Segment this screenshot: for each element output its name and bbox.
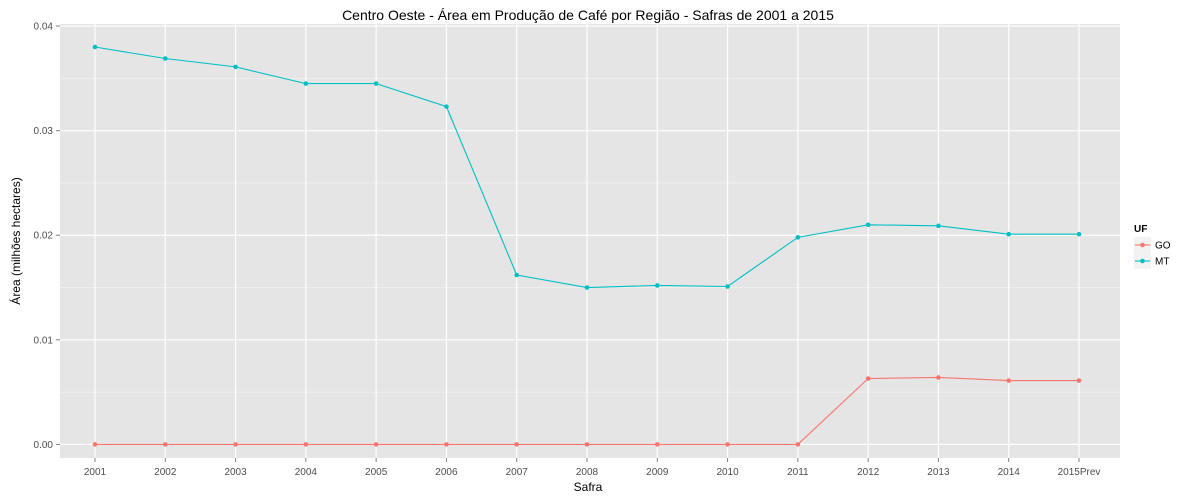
legend: UF GO MT: [1134, 224, 1171, 269]
major-gridlines: [60, 24, 1120, 458]
data-point-mt: [1076, 231, 1082, 237]
x-tick-label: 2001: [84, 467, 107, 478]
y-tick-label: 0.02: [34, 231, 54, 242]
x-tick-label: 2004: [295, 467, 318, 478]
data-point-mt: [725, 284, 730, 289]
plot-panel: [60, 24, 1120, 458]
minor-gridlines: [60, 77, 1120, 393]
data-point-mt: [444, 104, 449, 109]
data-point-go: [795, 442, 801, 447]
data-point-mt: [373, 81, 379, 86]
x-tick-label: 2010: [716, 467, 739, 478]
x-tick-label: 2006: [435, 467, 458, 478]
series-layer: [92, 44, 1082, 447]
data-point-mt: [865, 222, 871, 228]
y-tick-label: 0.01: [34, 335, 54, 346]
data-point-go: [444, 442, 449, 447]
data-point-mt: [584, 285, 590, 290]
x-tick-label: 2011: [787, 467, 809, 478]
x-tick-label: 2009: [646, 467, 669, 478]
data-point-mt: [795, 235, 801, 240]
x-tick-label: 2014: [998, 467, 1021, 478]
x-axis: 2001 2002 2003 2004 2005 2006 2007 2008 2009 2010…: [84, 458, 1101, 478]
data-point-mt: [654, 283, 660, 288]
legend-title: UF: [1134, 224, 1147, 235]
x-tick-label: 2007: [506, 467, 529, 478]
x-tick-label: 2013: [927, 467, 950, 478]
x-tick-label: 2015Prev: [1058, 467, 1101, 478]
y-tick-label: 0.03: [34, 126, 54, 137]
data-point-go: [233, 442, 238, 447]
x-tick-label: 2003: [224, 467, 247, 478]
data-point-go: [373, 442, 379, 447]
y-axis: 0.00 0.01 0.02 0.03 0.04: [34, 22, 60, 451]
data-point-go: [725, 442, 730, 447]
data-point-mt: [303, 81, 309, 86]
y-tick-label: 0.04: [34, 22, 54, 33]
data-point-go: [162, 442, 168, 447]
legend-key-point-mt: [1140, 258, 1145, 264]
data-point-mt: [92, 44, 98, 50]
legend-items: GO MT: [1134, 237, 1171, 269]
data-point-go: [514, 442, 520, 447]
data-point-go: [1006, 378, 1012, 383]
data-point-mt: [1006, 231, 1012, 237]
data-point-go: [936, 375, 941, 380]
data-point-mt: [233, 64, 238, 70]
x-tick-label: 2012: [857, 467, 880, 478]
legend-label-mt: MT: [1155, 257, 1169, 268]
chart-title: Centro Oeste - Área em Produção de Café …: [342, 7, 834, 23]
y-tick-label: 0.00: [34, 440, 54, 451]
data-point-mt: [162, 56, 168, 61]
data-point-go: [865, 376, 871, 381]
x-tick-label: 2002: [154, 467, 177, 478]
y-axis-title: Área (milhões hectares): [8, 177, 23, 304]
data-point-mt: [514, 272, 520, 278]
data-point-go: [1076, 378, 1082, 383]
data-point-mt: [936, 223, 941, 229]
legend-label-go: GO: [1155, 241, 1171, 252]
data-point-go: [654, 442, 660, 447]
x-tick-label: 2008: [576, 467, 599, 478]
x-axis-title: Safra: [574, 480, 603, 494]
data-point-go: [303, 442, 309, 447]
data-point-go: [584, 442, 590, 447]
x-tick-label: 2005: [365, 467, 388, 478]
data-point-go: [92, 442, 98, 447]
legend-key-point-go: [1140, 242, 1145, 248]
